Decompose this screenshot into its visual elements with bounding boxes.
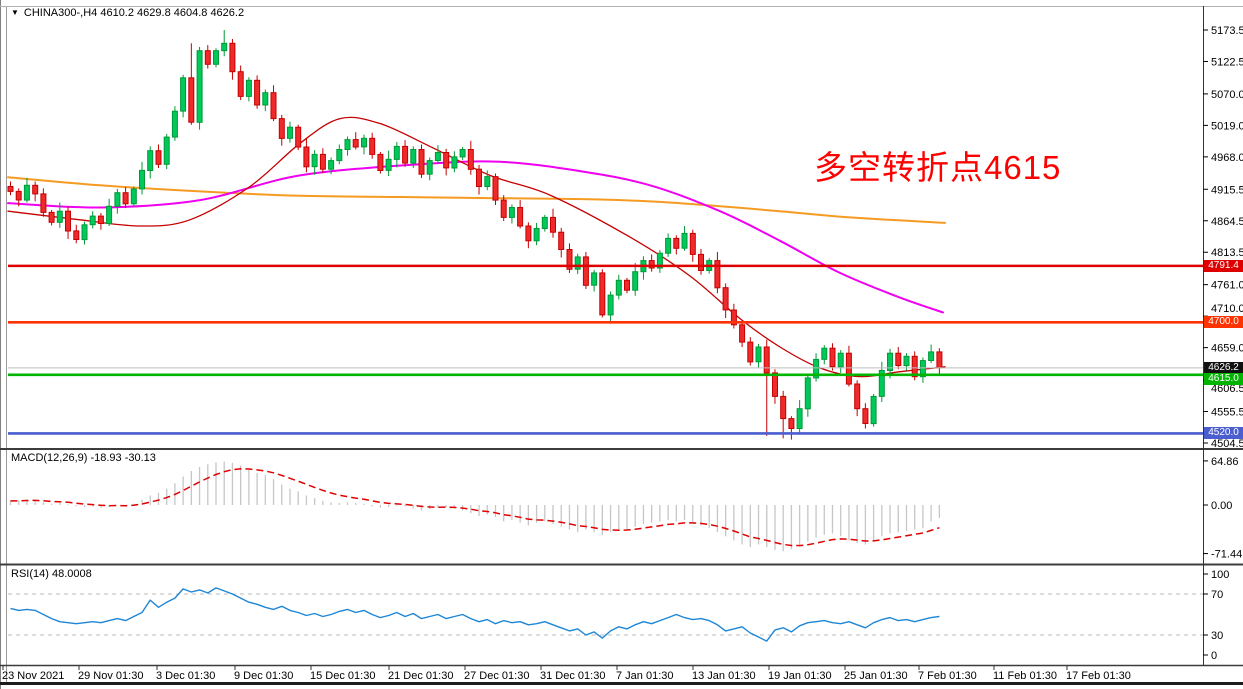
macd-signal-line <box>10 468 940 547</box>
collapse-icon[interactable]: ▼ <box>11 8 19 17</box>
svg-text:0: 0 <box>1211 650 1217 662</box>
price-badge-pivot: 4615.0 <box>1204 373 1243 386</box>
svg-text:19 Jan 01:30: 19 Jan 01:30 <box>768 670 832 682</box>
rsi-axis-ticks: 100 70 30 0 <box>1203 569 1229 662</box>
rsi-label: RSI(14) 48.0008 <box>11 568 92 580</box>
svg-text:4504.5: 4504.5 <box>1211 438 1243 450</box>
svg-text:9 Dec 01:30: 9 Dec 01:30 <box>234 670 293 682</box>
svg-text:17 Feb 01:30: 17 Feb 01:30 <box>1066 670 1131 682</box>
price-badge-support: 4520.0 <box>1204 427 1243 440</box>
svg-text:5173.5: 5173.5 <box>1211 25 1243 37</box>
rsi-guide-lines <box>8 593 1203 636</box>
ma-orange-line <box>7 176 946 224</box>
svg-text:15 Dec 01:30: 15 Dec 01:30 <box>310 670 375 682</box>
svg-text:27 Dec 01:30: 27 Dec 01:30 <box>464 670 529 682</box>
price-axis-ticks: 5173.5 5122.5 5070.0 5019.0 4968.0 4915.5 4864… <box>1203 25 1243 450</box>
svg-text:31 Dec 01:30: 31 Dec 01:30 <box>540 670 605 682</box>
svg-text:70: 70 <box>1211 589 1223 601</box>
svg-text:5019.0: 5019.0 <box>1211 120 1243 132</box>
svg-text:4555.5: 4555.5 <box>1211 407 1243 419</box>
svg-text:30: 30 <box>1211 630 1223 642</box>
svg-text:4659.0: 4659.0 <box>1211 343 1243 355</box>
svg-text:64.86: 64.86 <box>1211 456 1239 468</box>
svg-text:29 Nov 01:30: 29 Nov 01:30 <box>78 670 143 682</box>
price-badge-resistance-1: 4791.4 <box>1204 259 1243 272</box>
svg-text:13 Jan 01:30: 13 Jan 01:30 <box>692 670 756 682</box>
macd-label: MACD(12,26,9) -18.93 -30.13 <box>11 452 156 464</box>
price-badge-resistance-2: 4700.0 <box>1204 316 1243 329</box>
ma-magenta-line <box>7 160 944 314</box>
svg-text:21 Dec 01:30: 21 Dec 01:30 <box>388 670 453 682</box>
svg-text:25 Jan 01:30: 25 Jan 01:30 <box>844 670 908 682</box>
svg-text:4968.0: 4968.0 <box>1211 152 1243 164</box>
chart-title: ▼ CHINA300-,H4 4610.2 4629.8 4604.8 4626… <box>11 7 244 19</box>
svg-text:0.00: 0.00 <box>1211 500 1232 512</box>
svg-text:4915.5: 4915.5 <box>1211 184 1243 196</box>
date-axis-labels: 23 Nov 2021 29 Nov 01:30 3 Dec 01:30 9 Dec … <box>2 666 1131 682</box>
horizontal-level-lines[interactable] <box>8 264 1203 435</box>
svg-text:-71.44: -71.44 <box>1211 549 1242 561</box>
chart-title-text: CHINA300-,H4 4610.2 4629.8 4604.8 4626.2 <box>23 7 245 19</box>
svg-text:100: 100 <box>1211 569 1229 581</box>
svg-text:4606.5: 4606.5 <box>1211 383 1243 395</box>
svg-text:23 Nov 2021: 23 Nov 2021 <box>2 670 64 682</box>
annotation-text[interactable]: 多空转折点4615 <box>814 149 1062 186</box>
svg-text:4761.0: 4761.0 <box>1211 280 1243 292</box>
current-price-badge: 4626.2 <box>1204 361 1243 374</box>
svg-text:7 Jan 01:30: 7 Jan 01:30 <box>616 670 674 682</box>
rsi-line <box>10 587 940 642</box>
svg-text:11 Feb 01:30: 11 Feb 01:30 <box>993 670 1057 682</box>
svg-text:4710.0: 4710.0 <box>1211 303 1243 315</box>
svg-text:7 Feb 01:30: 7 Feb 01:30 <box>918 670 977 682</box>
svg-text:4813.5: 4813.5 <box>1211 247 1243 259</box>
macd-axis-ticks: 64.86 0.00 -71.44 <box>1203 456 1242 561</box>
svg-text:4864.5: 4864.5 <box>1211 216 1243 228</box>
svg-text:5122.5: 5122.5 <box>1211 56 1243 68</box>
svg-text:5070.0: 5070.0 <box>1211 89 1243 101</box>
svg-text:3 Dec 01:30: 3 Dec 01:30 <box>156 670 215 682</box>
